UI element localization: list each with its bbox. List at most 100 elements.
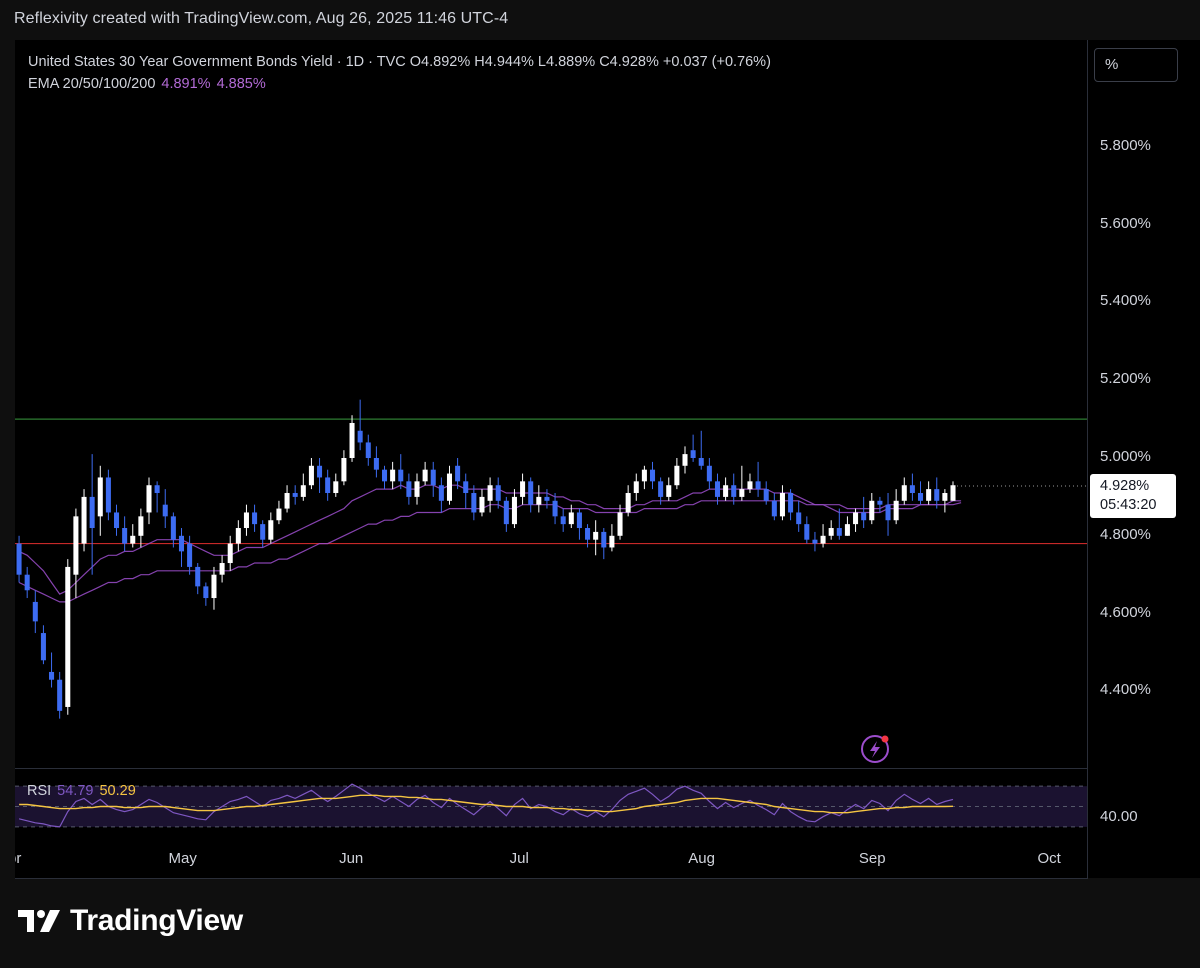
- candle-body: [105, 477, 111, 513]
- candle-body: [40, 633, 46, 661]
- candle-body: [317, 465, 323, 478]
- rsi-axis-label: 40.00: [1100, 808, 1138, 825]
- candle-body: [536, 496, 542, 505]
- candle-body: [934, 489, 940, 501]
- candle-body: [162, 504, 168, 517]
- candle-body: [560, 516, 566, 525]
- lightning-bolt-icon: [870, 741, 880, 758]
- candle-body: [113, 512, 120, 529]
- candle-body: [617, 512, 623, 536]
- y-tick-label: 5.800%: [1100, 136, 1151, 154]
- symbol-legend: United States 30 Year Government Bonds Y…: [28, 54, 771, 70]
- chart-credit: Reflexivity created with TradingView.com…: [14, 10, 509, 27]
- candle-body: [950, 485, 956, 501]
- candle-body: [796, 512, 802, 525]
- candle-body: [747, 481, 753, 490]
- last-price-tag: 4.928% 05:43:20: [1090, 474, 1176, 518]
- candle-body: [552, 500, 558, 517]
- candle-body: [771, 500, 777, 517]
- candle-body: [755, 481, 761, 490]
- unit-selector[interactable]: %: [1094, 48, 1178, 82]
- candle-body: [65, 566, 71, 707]
- candle-body: [666, 485, 672, 497]
- candle-body: [252, 512, 258, 525]
- candle-body: [57, 679, 63, 711]
- candle-body: [869, 500, 875, 521]
- candle-body: [828, 528, 834, 536]
- candle-body: [593, 531, 599, 540]
- y-tick-label: 5.600%: [1100, 214, 1151, 232]
- x-tick-label: Jul: [509, 850, 529, 867]
- candle-body: [381, 469, 388, 482]
- candle-body: [812, 539, 818, 544]
- candle-body: [568, 512, 574, 525]
- candle-body: [844, 524, 850, 536]
- x-tick-label: Jun: [339, 850, 364, 867]
- candle-body: [138, 516, 144, 536]
- candle-body: [260, 524, 266, 540]
- candle-body: [97, 477, 103, 517]
- ema50-value: 4.885%: [216, 76, 266, 92]
- y-tick-label: 4.400%: [1100, 681, 1151, 699]
- tradingview-wordmark: TradingView: [70, 904, 243, 937]
- candle-body: [820, 535, 826, 544]
- price-axis[interactable]: [1088, 40, 1200, 878]
- chart-pane[interactable]: [15, 40, 1088, 879]
- candle-body: [398, 469, 404, 482]
- candle-body: [308, 465, 314, 486]
- candle-body: [544, 496, 550, 501]
- candle-body: [235, 528, 241, 544]
- rsi-ma-line: [19, 794, 954, 814]
- bar-countdown: 05:43:20: [1100, 497, 1157, 513]
- candle-body: [211, 574, 217, 599]
- candle-body: [520, 481, 526, 497]
- rsi-label: RSI: [27, 783, 52, 799]
- candle-body: [479, 496, 485, 513]
- candle-body: [576, 512, 582, 529]
- candle-body: [446, 473, 453, 501]
- candle-body: [861, 512, 867, 521]
- candle-body: [187, 543, 193, 567]
- rsi-legend: RSI 54.79 50.29: [27, 783, 136, 799]
- candle-body: [877, 500, 883, 505]
- candle-body: [511, 496, 517, 525]
- candle-body: [495, 485, 501, 501]
- candle-body: [341, 458, 347, 482]
- ema-legend: EMA 20/50/100/200 4.891% 4.885%: [28, 76, 771, 92]
- tradingview-logo-icon: [18, 910, 60, 932]
- candle-body: [804, 524, 810, 540]
- candle-body: [227, 543, 233, 564]
- ema-label: EMA 20/50/100/200: [28, 76, 156, 92]
- candle-body: [203, 586, 209, 599]
- candle-body: [178, 535, 185, 552]
- candle-body: [16, 543, 22, 575]
- candle-body: [609, 535, 615, 548]
- x-tick-label: Aug: [688, 850, 715, 867]
- candle-body: [853, 512, 859, 525]
- candle-body: [528, 481, 534, 505]
- candle-body: [195, 566, 201, 587]
- candle-body: [24, 574, 30, 591]
- candle-body: [414, 481, 420, 497]
- unit-label: %: [1105, 56, 1119, 73]
- candle-body: [357, 430, 363, 443]
- candle-body: [471, 493, 477, 513]
- candle-body: [649, 469, 656, 482]
- candle-body: [243, 512, 249, 529]
- y-tick-label: 4.800%: [1100, 525, 1151, 543]
- tradingview-brand[interactable]: TradingView: [16, 904, 243, 938]
- candle-body: [422, 469, 428, 482]
- candle-body: [170, 516, 176, 540]
- candle-body: [926, 489, 932, 501]
- candle-body: [430, 469, 436, 486]
- candle-body: [763, 489, 769, 501]
- y-tick-label: 5.000%: [1100, 448, 1151, 465]
- candle-body: [942, 493, 948, 501]
- x-tick-label: Apr: [15, 850, 22, 867]
- candle-body: [836, 528, 842, 536]
- candle-body: [438, 485, 444, 501]
- candle-body: [641, 469, 647, 482]
- candle-body: [390, 469, 396, 482]
- candle-body: [674, 465, 680, 486]
